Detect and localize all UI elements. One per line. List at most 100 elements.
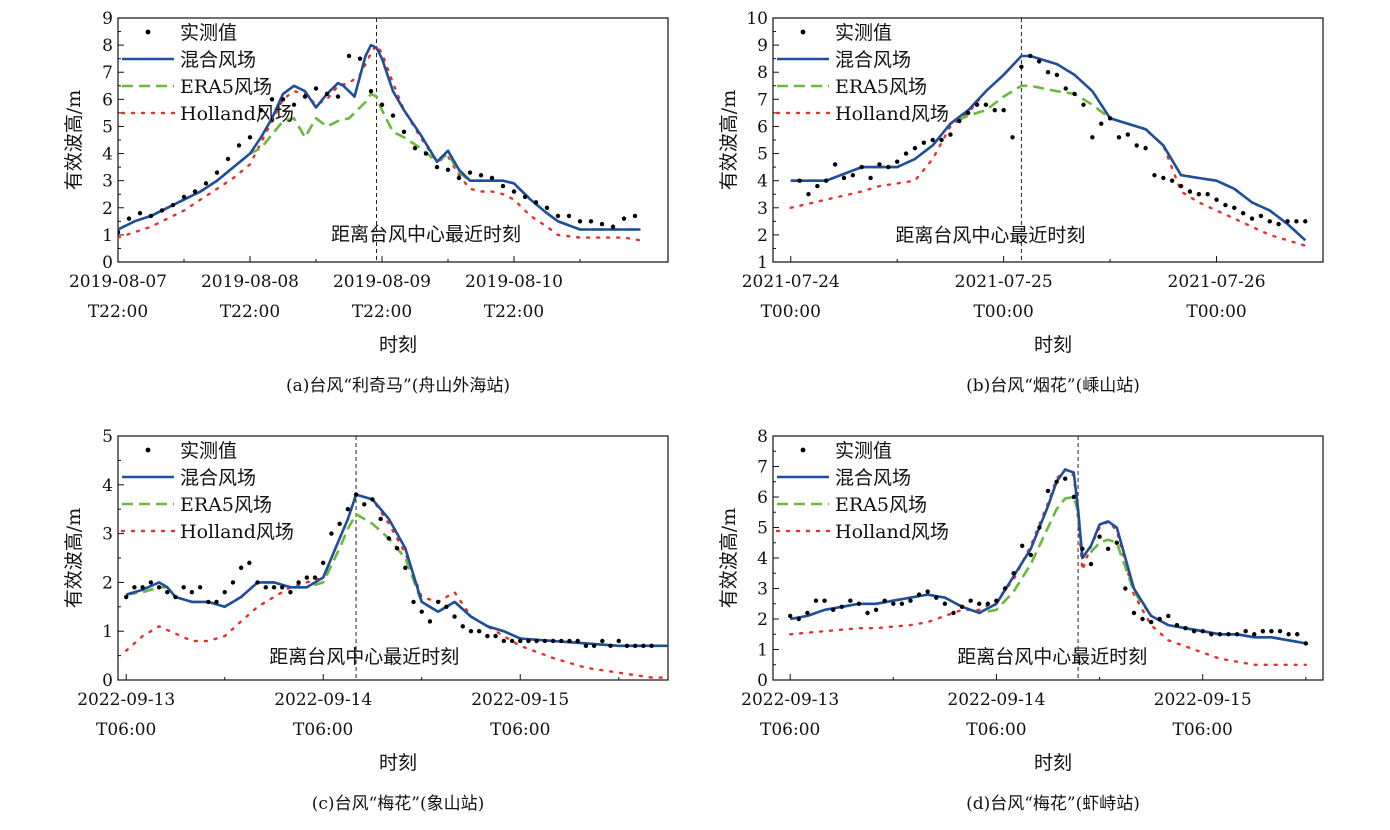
y-tick-label: 6 <box>757 488 768 508</box>
legend-label: Holland风场 <box>180 521 294 543</box>
y-tick-label: 4 <box>757 172 768 192</box>
observed-point <box>501 638 507 644</box>
observed-point <box>824 178 829 183</box>
observed-point <box>238 565 244 570</box>
y-tick-label: 8 <box>102 36 113 56</box>
observed-point <box>346 53 352 59</box>
observed-point <box>1020 543 1025 548</box>
observed-point <box>806 192 811 197</box>
observed-point <box>312 575 318 580</box>
chart-panel-a: 0 1 2 3 4 5 6 7 8 9 2019-08-07 T22:00 2019-08-08 T22:… <box>0 0 695 412</box>
observed-point <box>181 585 186 590</box>
observed-point <box>555 213 561 219</box>
legend-label: Holland风场 <box>835 103 949 125</box>
observed-point <box>1116 135 1122 140</box>
observed-point <box>600 638 605 644</box>
annotation-closest-time: 距离台风中心最近时刻 <box>957 646 1147 668</box>
observed-point <box>434 164 440 170</box>
x-tick-date: 2019-08-09 <box>333 272 431 292</box>
legend-label: 混合风场 <box>835 467 911 489</box>
legend-label: Holland风场 <box>835 521 949 543</box>
observed-point <box>1223 202 1228 208</box>
x-tick-time: T06:00 <box>490 720 550 740</box>
y-tick-label: 3 <box>757 580 768 600</box>
observed-point <box>948 132 953 137</box>
annotation-closest-time: 距离台风中心最近时刻 <box>331 223 521 245</box>
observed-point <box>830 607 836 613</box>
x-tick-date: 2021-07-24 <box>742 272 840 292</box>
y-axis-label: 有效波高/m <box>718 508 740 608</box>
observed-point <box>1249 216 1255 221</box>
x-tick-time: T22:00 <box>484 302 544 322</box>
legend-label: ERA5风场 <box>180 494 272 516</box>
observed-point <box>291 102 297 107</box>
figure-caption: (d)台风“梅花”(虾峙站) <box>966 794 1140 814</box>
x-axis-label: 时刻 <box>1034 752 1072 774</box>
observed-point <box>1099 121 1104 126</box>
observed-point <box>493 633 498 639</box>
x-tick-date: 2019-08-07 <box>69 272 167 292</box>
observed-point <box>1080 546 1085 552</box>
y-tick-label: 2 <box>757 610 768 630</box>
observed-point <box>965 110 971 116</box>
observed-point <box>877 162 882 167</box>
observed-point <box>1295 632 1300 637</box>
observed-point <box>225 156 231 162</box>
legend-observed-symbol <box>800 447 806 453</box>
observed-point <box>329 531 334 536</box>
observed-point <box>189 589 195 595</box>
observed-point <box>1277 629 1283 634</box>
observed-point <box>1209 632 1214 637</box>
observed-point <box>939 137 944 143</box>
observed-point <box>444 604 449 609</box>
observed-point <box>1063 86 1068 91</box>
observed-point <box>616 638 621 644</box>
observed-point <box>485 633 490 639</box>
observed-point <box>1028 552 1034 558</box>
observed-point <box>214 599 219 605</box>
y-axis-label: 有效波高/m <box>63 90 85 190</box>
observed-point <box>859 164 864 170</box>
observed-point <box>132 585 137 590</box>
observed-point <box>974 102 980 107</box>
observed-point <box>951 610 956 616</box>
observed-point <box>1286 632 1291 637</box>
observed-point <box>1097 534 1102 539</box>
observed-point <box>1217 632 1223 637</box>
y-tick-label: 2 <box>757 226 768 246</box>
observed-point <box>868 175 873 181</box>
observed-point <box>258 107 264 113</box>
observed-point <box>610 224 616 229</box>
observed-point <box>977 601 982 606</box>
observed-point <box>468 629 474 634</box>
observed-point <box>899 601 905 606</box>
observed-point <box>925 589 930 594</box>
observed-point <box>247 560 252 566</box>
observed-point <box>1200 629 1205 634</box>
observed-point <box>1161 175 1166 181</box>
observed-point <box>1036 59 1042 64</box>
observed-point <box>591 643 597 649</box>
observed-point <box>368 89 374 94</box>
observed-point <box>386 536 392 541</box>
observed-point <box>1234 632 1240 637</box>
observed-point <box>912 145 918 151</box>
observed-point <box>247 135 253 140</box>
observed-point <box>1045 70 1051 75</box>
observed-point <box>534 638 539 644</box>
observed-point <box>460 624 465 629</box>
x-tick-date: 2022-09-13 <box>741 690 839 710</box>
observed-point <box>1037 525 1042 530</box>
y-tick-label: 4 <box>757 549 768 569</box>
observed-point <box>649 643 654 649</box>
y-tick-label: 9 <box>757 36 768 56</box>
figure-caption: (c)台风“梅花”(象山站) <box>312 794 484 814</box>
chart-panel-c: 0 1 2 3 4 5 2022-09-13 T06:00 2022-09-14 T06:00 20… <box>0 418 695 830</box>
observed-point <box>575 638 580 644</box>
legend-label: 实测值 <box>180 22 237 44</box>
y-tick-label: 5 <box>102 117 113 137</box>
x-tick-time: T22:00 <box>352 302 412 322</box>
observed-point <box>378 516 383 522</box>
y-tick-label: 3 <box>102 525 113 545</box>
observed-point <box>170 202 176 208</box>
